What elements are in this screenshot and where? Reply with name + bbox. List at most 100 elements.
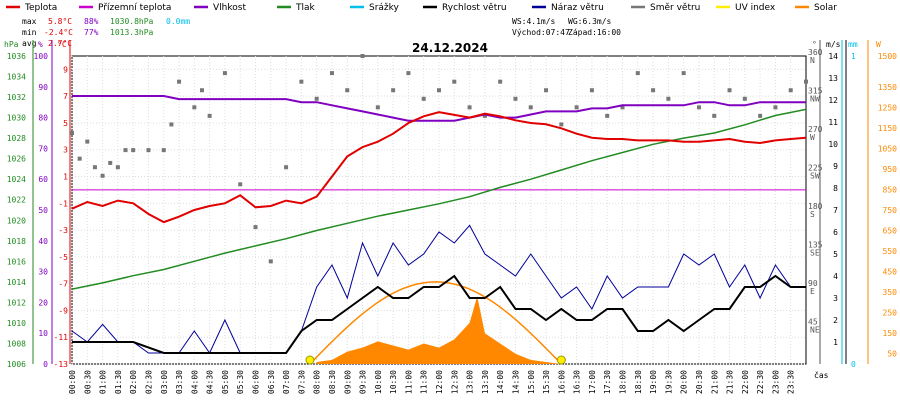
x-tick-28: 14:00 (496, 370, 505, 394)
dir-card-3: SW (810, 172, 820, 181)
hpa-tick-8: 1020 (7, 216, 26, 225)
wind-dir-point-24 (345, 88, 350, 93)
wind-dir-point-46 (681, 71, 686, 76)
hpa-tick-3: 1030 (7, 114, 26, 123)
x-tick-25: 12:30 (450, 370, 459, 394)
legend-label-6: Náraz větru (551, 3, 604, 13)
wind-dir-point-36 (528, 105, 533, 110)
solar-tick-7: 750 (883, 206, 898, 215)
x-tick-23: 11:30 (420, 370, 429, 394)
x-tick-20: 10:00 (374, 370, 383, 394)
wind-dir-point-18 (253, 225, 258, 230)
wind-dir-point-38 (559, 122, 564, 127)
solar-tick-4: 1050 (878, 144, 897, 153)
x-tick-34: 17:00 (588, 370, 597, 394)
wind-speed-line (72, 274, 806, 354)
solar-tick-8: 650 (883, 227, 898, 236)
wind-tick-13: 1 (833, 338, 838, 347)
wind-dir-point-54 (804, 79, 808, 84)
temp-tick-11: -13 (54, 360, 69, 369)
dir-tick-6: 90 (808, 279, 818, 288)
x-tick-37: 18:30 (634, 370, 643, 394)
hpa-tick-5: 1026 (7, 155, 26, 164)
x-tick-33: 16:30 (573, 370, 582, 394)
wind-dir-point-17 (238, 182, 243, 187)
x-tick-29: 14:30 (511, 370, 520, 394)
stat-sunset: Západ:16:00 (568, 28, 621, 37)
unit-time: čas (814, 370, 829, 380)
plot-area: 00:00 00:30 01:00 01:30 02:00 02:30 03:00 03:30… (7, 40, 897, 394)
legend-label-9: Solar (814, 3, 837, 13)
unit-temp: °C (57, 40, 67, 49)
sunset-marker (556, 355, 566, 365)
wind-tick-0: 14 (828, 52, 838, 61)
hpa-tick-11: 1014 (7, 278, 26, 287)
unit-pct: % (38, 40, 43, 49)
legend-label-7: Směr větru (650, 3, 700, 13)
legend-label-4: Srážky (369, 3, 400, 13)
x-tick-14: 07:00 (282, 370, 291, 394)
x-tick-9: 04:30 (206, 370, 215, 394)
stat-wind-speed: WS:4.1m/s (512, 17, 556, 26)
hpa-tick-14: 1008 (7, 339, 26, 348)
solar-tick-5: 950 (883, 165, 898, 174)
x-tick-38: 19:00 (649, 370, 658, 394)
hpa-tick-2: 1032 (7, 93, 26, 102)
wind-dir-point-41 (605, 113, 610, 118)
x-tick-41: 20:30 (695, 370, 704, 394)
dir-card-1: NW (810, 95, 820, 104)
wind-dir-point-32 (467, 105, 472, 110)
temp-tick-2: 5 (63, 119, 68, 128)
wind-dir-point-26 (375, 105, 380, 110)
hpa-tick-10: 1016 (7, 257, 26, 266)
hpa-tick-6: 1024 (7, 175, 26, 184)
wind-tick-12: 2 (833, 316, 838, 325)
temp-tick-3: 3 (63, 146, 68, 155)
x-tick-18: 09:00 (343, 370, 352, 394)
hpa-tick-9: 1018 (7, 237, 26, 246)
wind-dir-point-31 (452, 79, 457, 84)
temp-tick-0: 9 (63, 65, 68, 74)
pct-tick-3: 70 (38, 144, 48, 153)
x-tick-32: 16:00 (557, 370, 566, 394)
wind-dir-point-53 (788, 88, 793, 93)
wind-tick-2: 12 (828, 96, 838, 105)
dir-tick-0: 360 (808, 48, 823, 57)
solar-tick-10: 450 (883, 268, 898, 277)
x-tick-40: 20:00 (680, 370, 689, 394)
solar-tick-9: 550 (883, 247, 898, 256)
x-tick-43: 21:30 (726, 370, 735, 394)
wind-dir-point-28 (406, 71, 411, 76)
dir-card-4: S (810, 210, 815, 219)
unit-hpa: hPa (4, 40, 19, 49)
wind-tick-9: 5 (833, 250, 838, 259)
x-tick-21: 10:30 (389, 370, 398, 394)
wind-dir-point-10 (161, 148, 166, 153)
wind-dir-point-13 (192, 105, 197, 110)
x-tick-35: 17:30 (603, 370, 612, 394)
dir-tick-4: 180 (808, 202, 823, 211)
dir-tick-1: 315 (808, 87, 823, 96)
wind-tick-8: 6 (833, 228, 838, 237)
wind-dir-point-45 (666, 96, 671, 101)
temperature-line (71, 111, 807, 224)
hpa-tick-13: 1010 (7, 319, 26, 328)
pct-tick-2: 80 (38, 114, 48, 123)
legend-label-5: Rychlost větru (442, 3, 507, 13)
stat-avg-label: avg (22, 39, 37, 48)
pct-tick-0: 100 (34, 52, 49, 61)
solar-tick-14: 50 (887, 350, 897, 359)
temp-tick-6: -3 (58, 226, 68, 235)
wind-dir-point-16 (222, 71, 227, 76)
wind-dir-point-22 (314, 96, 319, 101)
x-tick-6: 03:00 (160, 370, 169, 394)
legend: Teplota Přízemní teplota Vlhkost Tlak Srážky… (6, 3, 837, 13)
wind-tick-11: 3 (833, 294, 838, 303)
hpa-tick-12: 1012 (7, 298, 26, 307)
wind-dir-point-6 (115, 165, 120, 170)
wind-dir-point-33 (482, 113, 487, 118)
pct-tick-5: 50 (38, 206, 48, 215)
rain-tick-0: 1 (851, 52, 856, 61)
wind-dir-point-9 (146, 148, 151, 153)
